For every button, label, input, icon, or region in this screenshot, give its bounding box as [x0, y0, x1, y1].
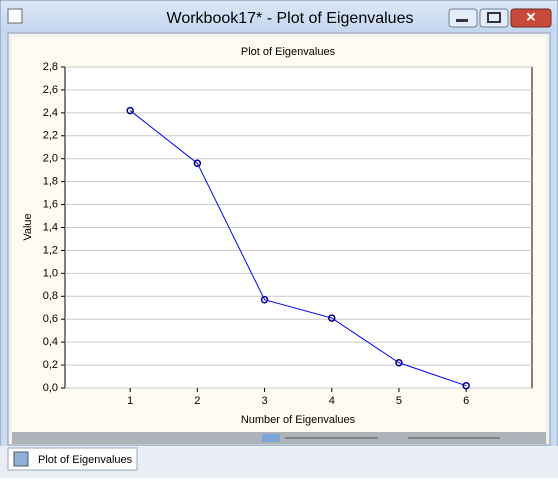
maximize-button[interactable]: [479, 8, 509, 28]
y-tick-label: 2,8: [43, 61, 58, 73]
y-axis-label: Value: [22, 213, 34, 240]
close-icon: ✕: [526, 9, 537, 24]
y-tick-label: 0,6: [43, 313, 58, 325]
tab[interactable]: [7, 447, 138, 471]
point: [395, 359, 403, 367]
y-tick-label: 2,6: [43, 84, 58, 96]
x-tick-label: 2: [194, 395, 200, 407]
y-tick-label: 2,2: [43, 130, 58, 142]
tab-icon: [13, 451, 29, 467]
y-tick-label: 1,6: [43, 198, 58, 210]
x-tick-label: 1: [127, 395, 133, 407]
point: [462, 381, 470, 390]
x-axis-label: Number of Eigenvalues: [241, 414, 356, 426]
y-tick-label: 0,4: [43, 336, 58, 348]
point: [328, 314, 336, 322]
toolbar-icon[interactable]: [262, 434, 280, 442]
x-tick-label: 4: [329, 395, 335, 407]
maximize-icon: [487, 12, 501, 23]
minimize-button[interactable]: [448, 8, 478, 28]
y-tick-label: 2,4: [43, 107, 58, 119]
tab-label: Plot of Eigenvalues: [38, 454, 133, 466]
y-tick-label: 0,0: [43, 382, 58, 394]
app-icon: [7, 8, 23, 24]
point: [260, 295, 269, 304]
y-tick-label: 0,2: [43, 359, 58, 371]
x-tick-label: 6: [463, 395, 469, 407]
x-tick-label: 3: [262, 395, 268, 407]
minimize-icon: [456, 19, 468, 22]
x-tick-label: 5: [396, 395, 402, 407]
point: [126, 106, 134, 115]
line: [129, 110, 467, 387]
y-tick-label: 0,8: [43, 290, 58, 302]
y-tick-label: 2,0: [43, 153, 58, 165]
window-title: Workbook17* - Plot of Eigenvalues: [167, 10, 414, 27]
point: [193, 159, 202, 168]
y-tick-label: 1,8: [43, 176, 58, 188]
close-button[interactable]: [510, 8, 552, 28]
chart-title: Plot of Eigenvalues: [241, 46, 336, 58]
y-tick-label: 1,2: [43, 244, 58, 256]
y-tick-label: 1,0: [43, 267, 58, 279]
y-tick-label: 1,4: [43, 221, 58, 233]
